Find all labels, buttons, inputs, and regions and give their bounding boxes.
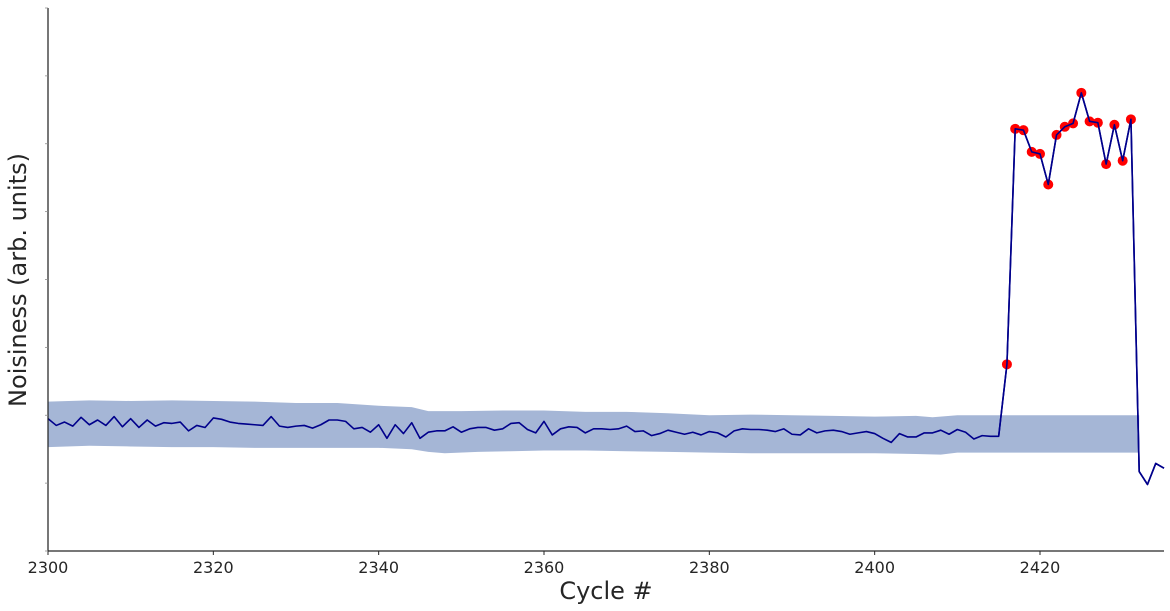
x-tick-label: 2380 bbox=[689, 558, 730, 577]
x-tick-label: 2400 bbox=[854, 558, 895, 577]
y-axis-label: Noisiness (arb. units) bbox=[4, 153, 32, 407]
confidence-band bbox=[48, 400, 1140, 455]
anomaly-points-layer bbox=[997, 87, 1165, 486]
y-ticks bbox=[45, 7, 48, 552]
series-line-layer bbox=[47, 92, 1165, 486]
x-tick-label: 2360 bbox=[524, 558, 565, 577]
series-line-overlay bbox=[997, 92, 1165, 486]
x-ticks: 2300 2320 2340 2360 2380 2400 2420 bbox=[28, 551, 1061, 577]
confidence-band-layer bbox=[48, 400, 1140, 455]
series-line bbox=[47, 92, 1165, 486]
x-axis-label: Cycle # bbox=[559, 577, 652, 605]
x-tick-label: 2320 bbox=[193, 558, 234, 577]
x-tick-label: 2340 bbox=[358, 558, 399, 577]
x-tick-label: 2300 bbox=[28, 558, 69, 577]
x-tick-label: 2420 bbox=[1020, 558, 1061, 577]
axes bbox=[47, 8, 1164, 552]
